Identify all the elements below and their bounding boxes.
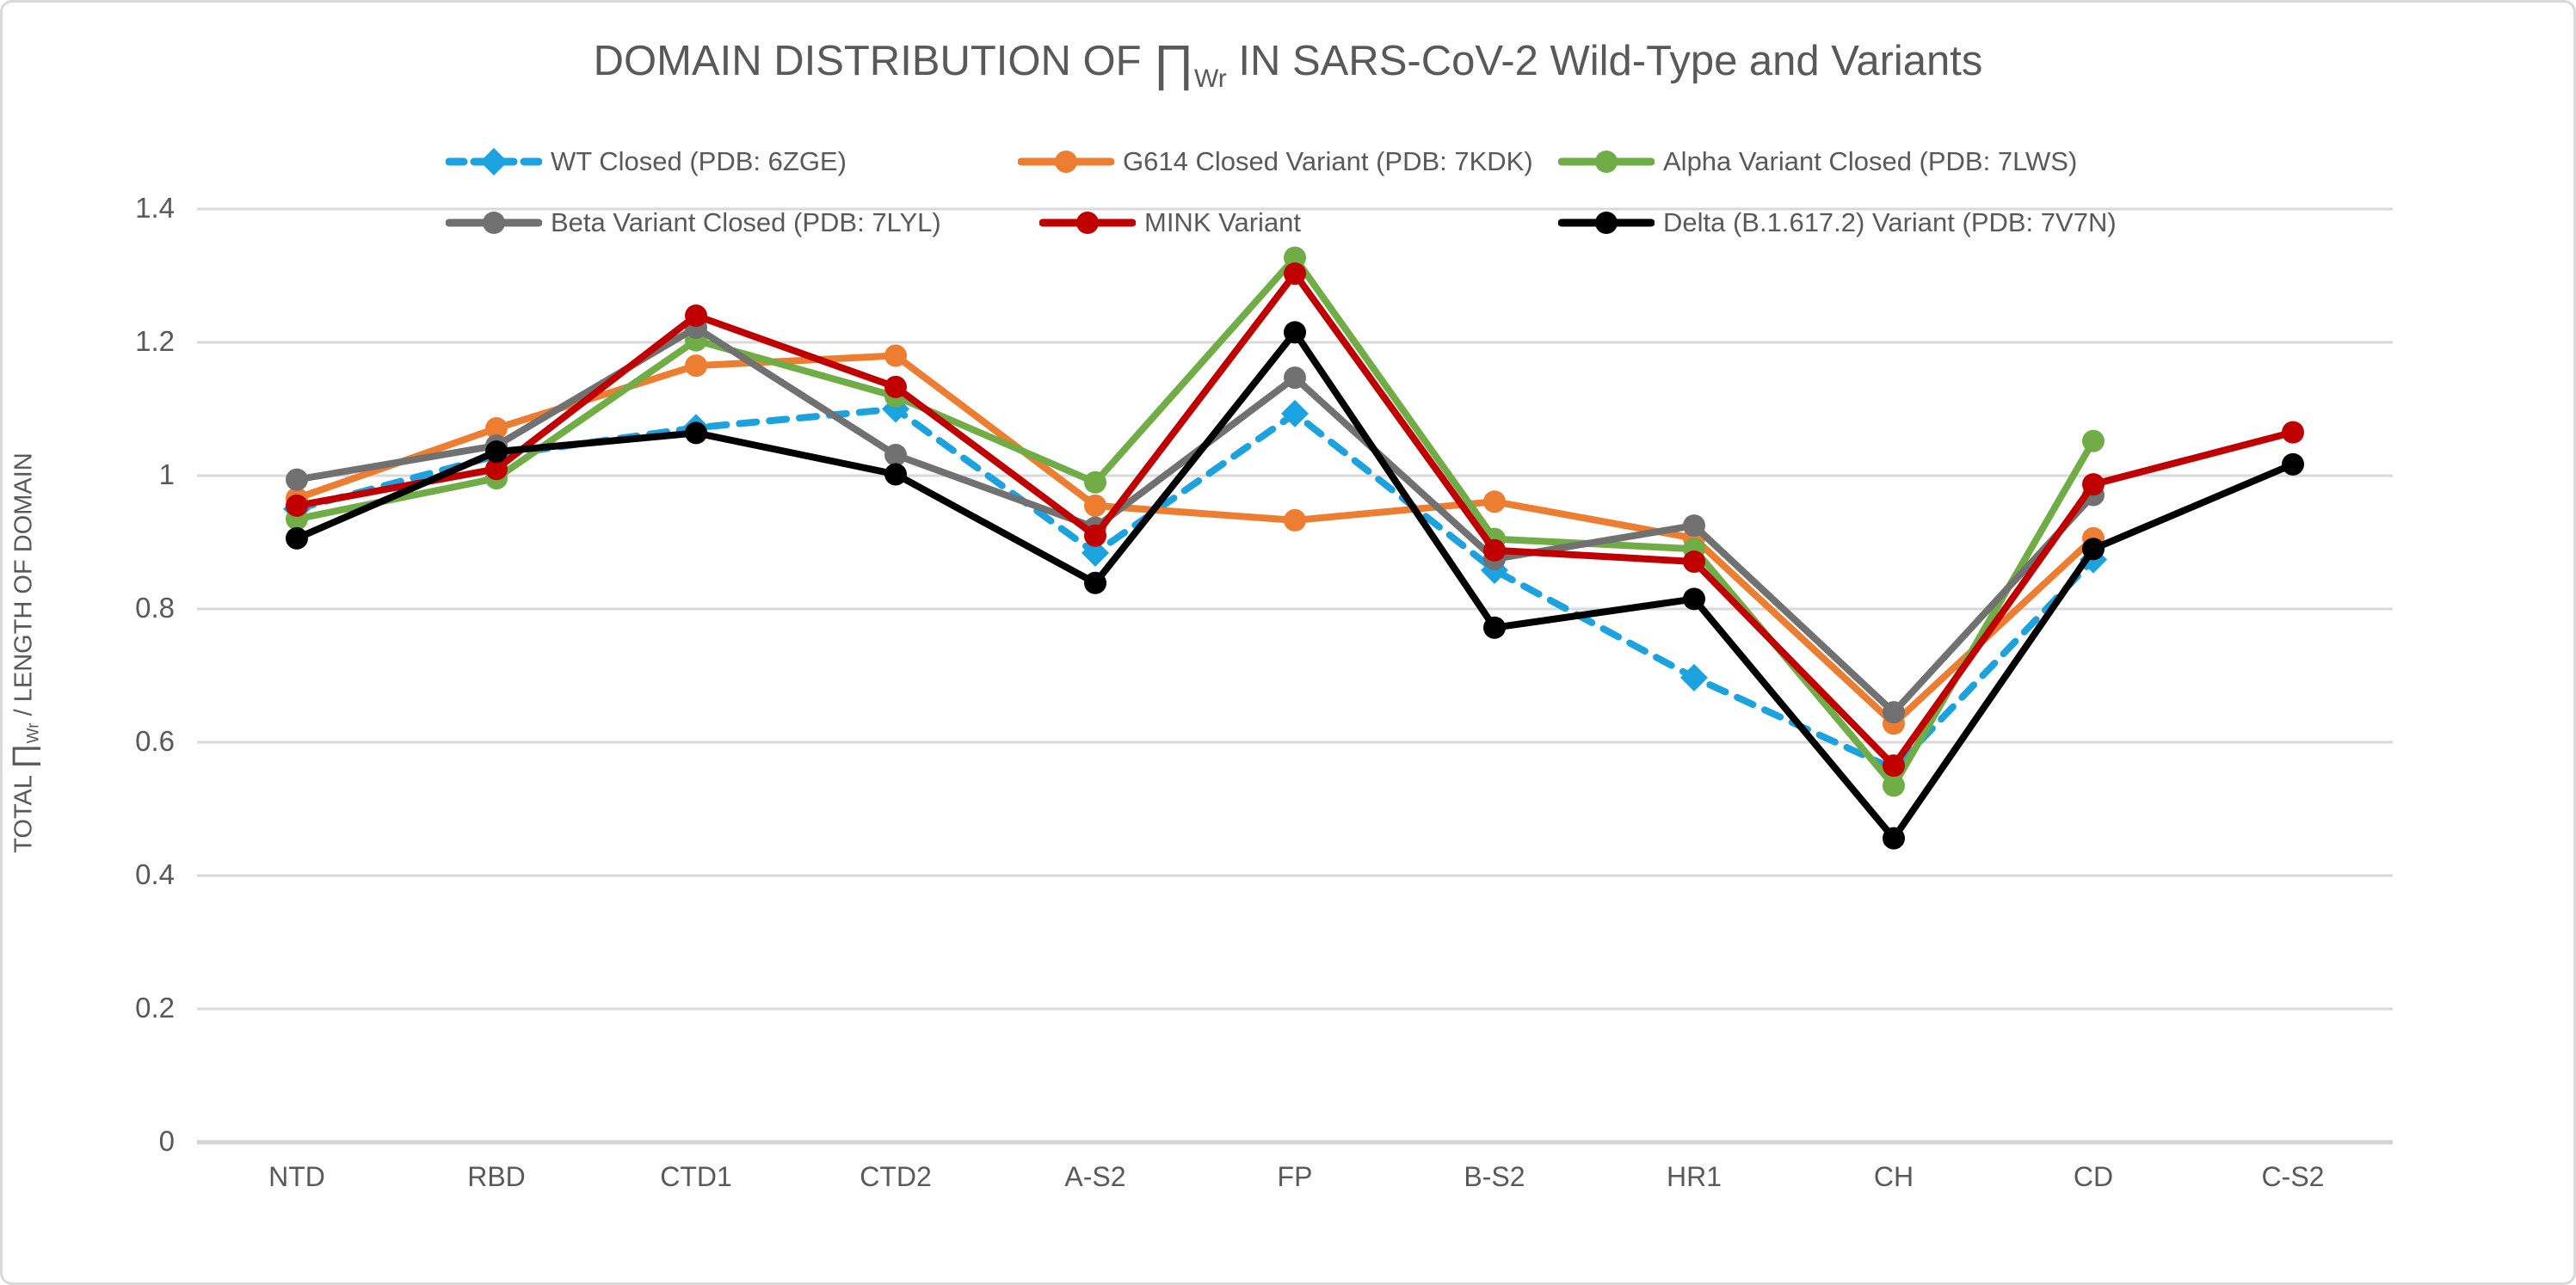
x-tick-label: A-S2 xyxy=(1064,1161,1126,1192)
chart-title: DOMAIN DISTRIBUTION OF ∏Wr IN SARS-CoV-2… xyxy=(3,37,2573,94)
legend-item-2: G614 Closed Variant (PDB: 7KDK) xyxy=(1018,145,1533,178)
data-point xyxy=(685,421,707,445)
chart-title-text: DOMAIN DISTRIBUTION OF xyxy=(593,38,1154,84)
legend-marker-icon xyxy=(1558,151,1655,173)
data-point xyxy=(1084,571,1106,594)
data-point xyxy=(1680,663,1708,692)
data-point xyxy=(1084,494,1106,517)
x-tick-label: C-S2 xyxy=(2261,1161,2325,1192)
x-tick-label: CH xyxy=(1873,1161,1914,1192)
data-point xyxy=(685,354,707,378)
data-point xyxy=(884,463,907,486)
y-tick-label: 0.6 xyxy=(135,725,175,757)
y-tick-label: 1 xyxy=(158,458,175,490)
data-point xyxy=(1284,321,1306,344)
legend-item-3: Alpha Variant Closed (PDB: 7LWS) xyxy=(1558,145,2077,178)
x-tick-label: B-S2 xyxy=(1464,1161,1525,1192)
x-tick-label: RBD xyxy=(467,1161,526,1192)
data-point xyxy=(1883,701,1905,724)
plot-area xyxy=(197,207,2393,1145)
legend-item-label: WT Closed (PDB: 6ZGE) xyxy=(551,146,847,176)
y-tick-label: 0.2 xyxy=(135,992,175,1024)
data-point xyxy=(685,304,707,327)
x-tick-label: CTD2 xyxy=(860,1161,932,1192)
x-tick-label: HR1 xyxy=(1666,1161,1722,1192)
data-point xyxy=(1281,399,1309,427)
chart-title-suffix: IN SARS-CoV-2 Wild-Type and Variants xyxy=(1226,38,1983,84)
data-point xyxy=(286,526,308,550)
data-point xyxy=(286,468,308,491)
y-tick-label: 0.8 xyxy=(135,592,175,624)
data-point xyxy=(884,375,907,398)
legend-item-label: Beta Variant Closed (PDB: 7LYL) xyxy=(551,207,941,237)
legend-marker-icon xyxy=(446,148,542,175)
data-point xyxy=(1084,524,1106,547)
data-point xyxy=(1483,616,1506,639)
data-point xyxy=(1883,827,1905,850)
series-line-2 xyxy=(293,352,2097,728)
x-tick-label: CD xyxy=(2073,1161,2114,1192)
legend-item-1: WT Closed (PDB: 6ZGE) xyxy=(446,145,847,178)
data-point xyxy=(1082,538,1109,567)
legend-item-6: Delta (B.1.617.2) Variant (PDB: 7V7N) xyxy=(1558,206,2117,239)
data-point xyxy=(286,494,308,517)
x-tick-label: NTD xyxy=(268,1161,325,1192)
data-point xyxy=(1284,366,1306,390)
legend-marker-icon xyxy=(1039,212,1136,234)
data-point xyxy=(2082,429,2105,452)
x-tick-label: CTD1 xyxy=(660,1161,732,1192)
data-point xyxy=(1683,514,1705,538)
data-point xyxy=(485,416,508,440)
legend-item-label: G614 Closed Variant (PDB: 7KDK) xyxy=(1123,146,1533,176)
legend-item-5: MINK Variant xyxy=(1039,206,1301,239)
legend-item-4: Beta Variant Closed (PDB: 7LYL) xyxy=(446,206,941,239)
y-tick-label: 0.4 xyxy=(135,858,175,890)
legend-item-label: Delta (B.1.617.2) Variant (PDB: 7V7N) xyxy=(1663,207,2117,237)
data-point xyxy=(2282,452,2304,476)
y-tick-label: 0 xyxy=(158,1125,175,1157)
y-tick-label: 1.2 xyxy=(135,325,175,357)
data-point xyxy=(1483,490,1506,513)
y-tick-label: 1.4 xyxy=(135,192,175,224)
legend-marker-icon xyxy=(446,212,542,234)
data-point xyxy=(2082,538,2105,561)
data-point xyxy=(1883,754,1905,778)
series-line-3 xyxy=(293,254,2097,790)
data-point xyxy=(1284,246,1306,269)
data-point xyxy=(485,440,508,464)
data-point xyxy=(1483,538,1506,562)
data-point xyxy=(884,344,907,367)
data-point xyxy=(1883,774,1905,797)
legend-item-label: Alpha Variant Closed (PDB: 7LWS) xyxy=(1663,146,2078,176)
data-point xyxy=(1284,508,1306,532)
data-point xyxy=(1284,262,1306,286)
data-point xyxy=(2082,473,2105,496)
product-symbol: ∏ xyxy=(1153,35,1194,91)
data-point xyxy=(1683,587,1705,611)
legend-item-label: MINK Variant xyxy=(1144,207,1302,237)
data-point xyxy=(1683,550,1705,573)
data-point xyxy=(2282,421,2304,444)
legend-marker-icon xyxy=(1018,151,1114,173)
chart-title-subscript: Wr xyxy=(1193,65,1227,93)
x-tick-label: FP xyxy=(1277,1161,1313,1192)
data-point xyxy=(884,443,907,466)
data-point xyxy=(485,458,508,481)
legend-marker-icon xyxy=(1558,212,1655,234)
data-point xyxy=(1084,470,1106,494)
